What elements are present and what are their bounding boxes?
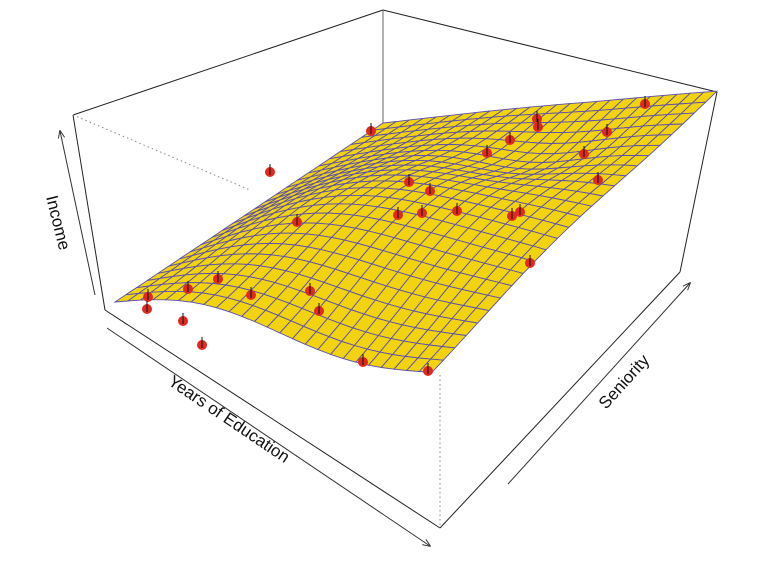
data-points bbox=[142, 96, 650, 376]
x-axis-arrow bbox=[106, 327, 430, 546]
y-axis-arrow bbox=[507, 283, 690, 485]
bounding-box bbox=[72, 9, 718, 529]
x-axis-label: Years of Education bbox=[165, 372, 293, 467]
y-axis-label: Seniority bbox=[595, 350, 654, 412]
z-axis-label: Income bbox=[42, 193, 74, 252]
z-axis-arrow bbox=[60, 131, 96, 296]
fitted-surface bbox=[113, 90, 719, 373]
